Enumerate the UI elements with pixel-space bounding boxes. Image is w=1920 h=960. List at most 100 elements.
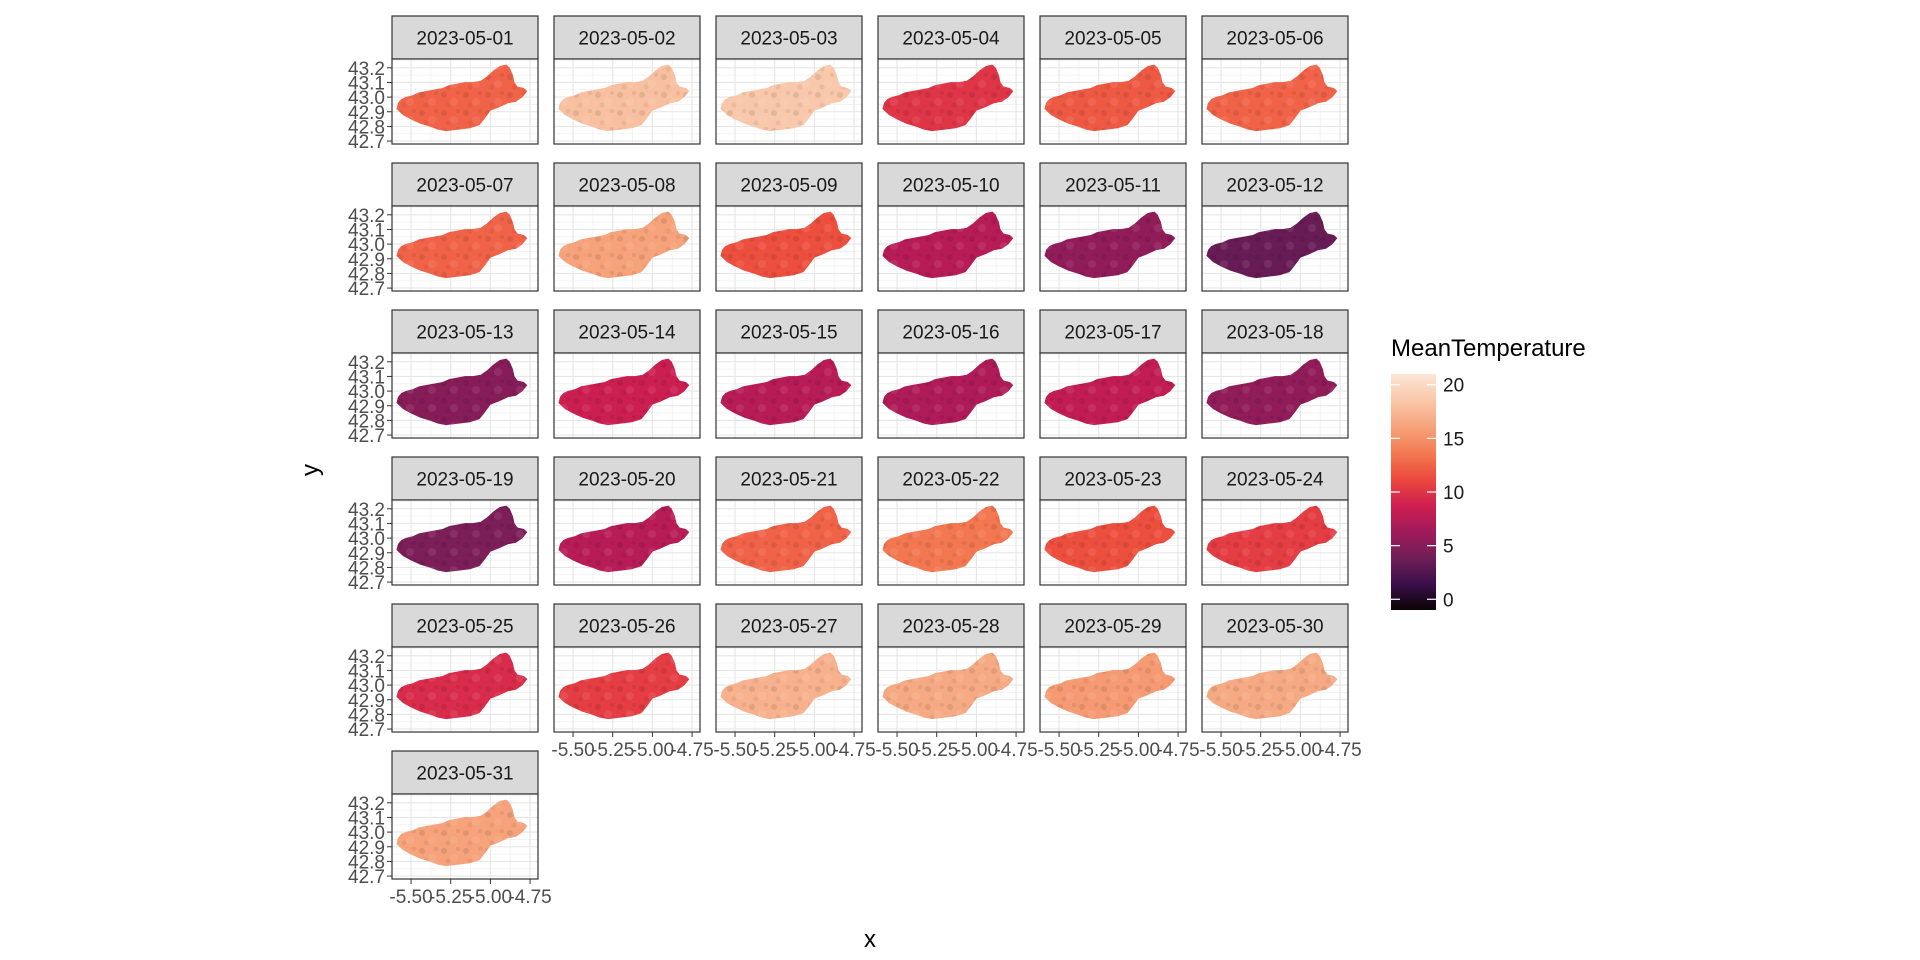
facet-label: 2023-05-31 [416,764,513,785]
facet-panel: 2023-05-30 -5.50-5.25-5.00-4.75 [1199,603,1362,761]
y-tick-label: 42.8 [348,852,385,873]
facet-label: 2023-05-08 [578,176,675,197]
y-tick-label: 42.9 [348,103,385,124]
facet-label: 2023-05-28 [902,617,999,638]
x-tick-label: -5.25 [753,740,796,761]
y-tick-label: 43.2 [348,500,385,521]
facet-strip [877,15,1025,60]
y-tick-label: 42.9 [348,838,385,859]
facet-strip [1039,15,1187,60]
panel-border [877,499,1025,586]
facet-panel: 2023-05-18 [1201,309,1349,439]
panel-border [715,205,863,292]
facet-label: 2023-05-14 [578,323,676,344]
facet-label: 2023-05-27 [740,617,837,638]
y-tick-label: 42.8 [348,264,385,285]
raster-texture [396,505,527,572]
panel-border [1201,646,1349,733]
legend-label: 0 [1443,590,1454,611]
raster-texture [1044,64,1175,131]
facet-panel: 2023-05-06 [1201,15,1349,145]
panel-border [1039,352,1187,439]
x-tick-label: -4.75 [1156,740,1199,761]
facet-panel: 2023-05-15 [715,309,863,439]
facet-panel: 2023-05-24 [1201,456,1349,586]
facet-strip [1201,603,1349,648]
facet-strip [391,603,539,648]
panel-border [553,352,701,439]
y-tick-label: 42.8 [348,558,385,579]
y-tick-label: 43.0 [348,88,385,109]
raster-texture [396,211,527,278]
facet-panel: 2023-05-04 [877,15,1025,145]
x-tick-label: -5.00 [1117,740,1160,761]
facet-panel: 2023-05-27 -5.50-5.25-5.00-4.75 [713,603,876,761]
facet-strip [391,750,539,795]
panel-border [877,205,1025,292]
raster-texture [396,64,527,131]
facet-strip [1039,603,1187,648]
facet-label: 2023-05-20 [578,470,675,491]
facet-strip [553,15,701,60]
raster-texture [1206,505,1337,572]
facet-label: 2023-05-22 [902,470,999,491]
facet-panel: 2023-05-22 [877,456,1025,586]
y-tick-label: 43.1 [348,367,385,388]
y-tick-label: 42.9 [348,397,385,418]
panel-border [391,58,539,145]
y-tick-label: 42.7 [348,132,385,153]
facet-strip [553,456,701,501]
panel-border [1201,499,1349,586]
facet-strip [1201,15,1349,60]
facet-panel: 2023-05-29 -5.50-5.25-5.00-4.75 [1037,603,1200,761]
panel-border [391,499,539,586]
facet-panel: 2023-05-10 [877,162,1025,292]
facet-label: 2023-05-13 [416,323,513,344]
panel-border [391,793,539,880]
x-tick-label: -5.00 [631,740,674,761]
facet-panel: 2023-05-17 [1039,309,1187,439]
y-tick-label: 42.8 [348,117,385,138]
raster-texture [558,358,689,425]
raster-texture [882,358,1013,425]
facet-label: 2023-05-29 [1064,617,1161,638]
panel-border [391,205,539,292]
raster-texture [1044,505,1175,572]
x-tick-label: -5.50 [1199,740,1242,761]
legend-label: 15 [1443,429,1464,450]
panel-border [553,646,701,733]
facet-panel: 2023-05-25 43.243.143.042.942.842.7 [348,603,539,741]
facet-label: 2023-05-24 [1226,470,1324,491]
facet-panel: 2023-05-19 43.243.143.042.942.842.7 [348,456,539,594]
panel-border [715,58,863,145]
raster-texture [720,358,851,425]
raster-texture [1206,358,1337,425]
x-tick-label: -4.75 [508,887,551,908]
facet-strip [1201,309,1349,354]
x-tick-label: -5.50 [713,740,756,761]
facet-label: 2023-05-23 [1064,470,1161,491]
panel-border [1039,205,1187,292]
raster-texture [720,211,851,278]
y-tick-label: 43.2 [348,647,385,668]
facet-panel: 2023-05-16 [877,309,1025,439]
raster-texture [1206,652,1337,719]
facet-label: 2023-05-12 [1226,176,1323,197]
raster-texture [558,211,689,278]
raster-texture [1044,652,1175,719]
facet-strip [1201,456,1349,501]
panel-border [553,58,701,145]
x-tick-label: -4.75 [994,740,1037,761]
x-tick-label: -5.25 [1077,740,1120,761]
facet-strip [553,162,701,207]
facet-strip [1201,162,1349,207]
facet-panel: 2023-05-28 -5.50-5.25-5.00-4.75 [875,603,1038,761]
facet-panel: 2023-05-12 [1201,162,1349,292]
panel-border [715,499,863,586]
facet-label: 2023-05-30 [1226,617,1323,638]
y-tick-label: 42.7 [348,279,385,300]
facet-strip [1039,309,1187,354]
y-tick-label: 43.1 [348,661,385,682]
y-tick-label: 43.2 [348,353,385,374]
